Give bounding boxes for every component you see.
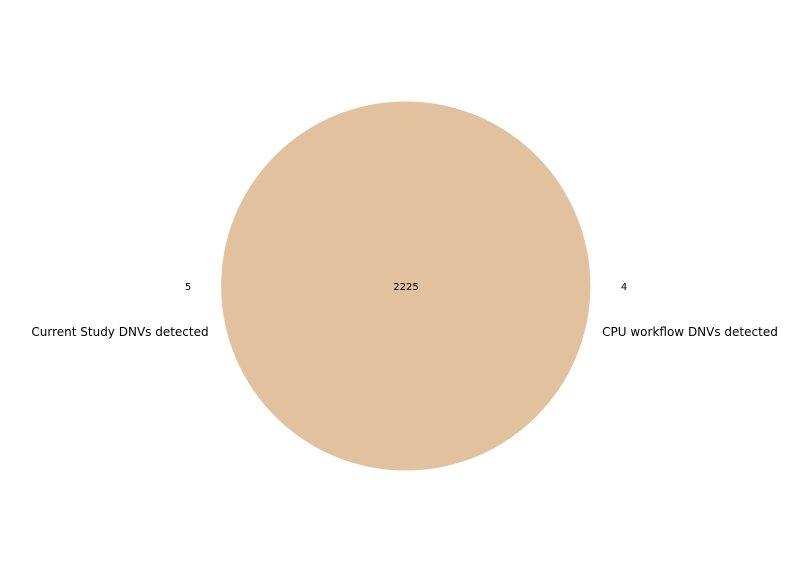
set-b-label: CPU workflow DNVs detected <box>602 325 778 339</box>
set-a-only-count: 5 <box>185 282 191 293</box>
intersection-count: 2225 <box>393 282 418 293</box>
set-a-label: Current Study DNVs detected <box>31 325 208 339</box>
venn-circle-cpu-workflow <box>221 101 591 471</box>
set-b-only-count: 4 <box>621 282 627 293</box>
